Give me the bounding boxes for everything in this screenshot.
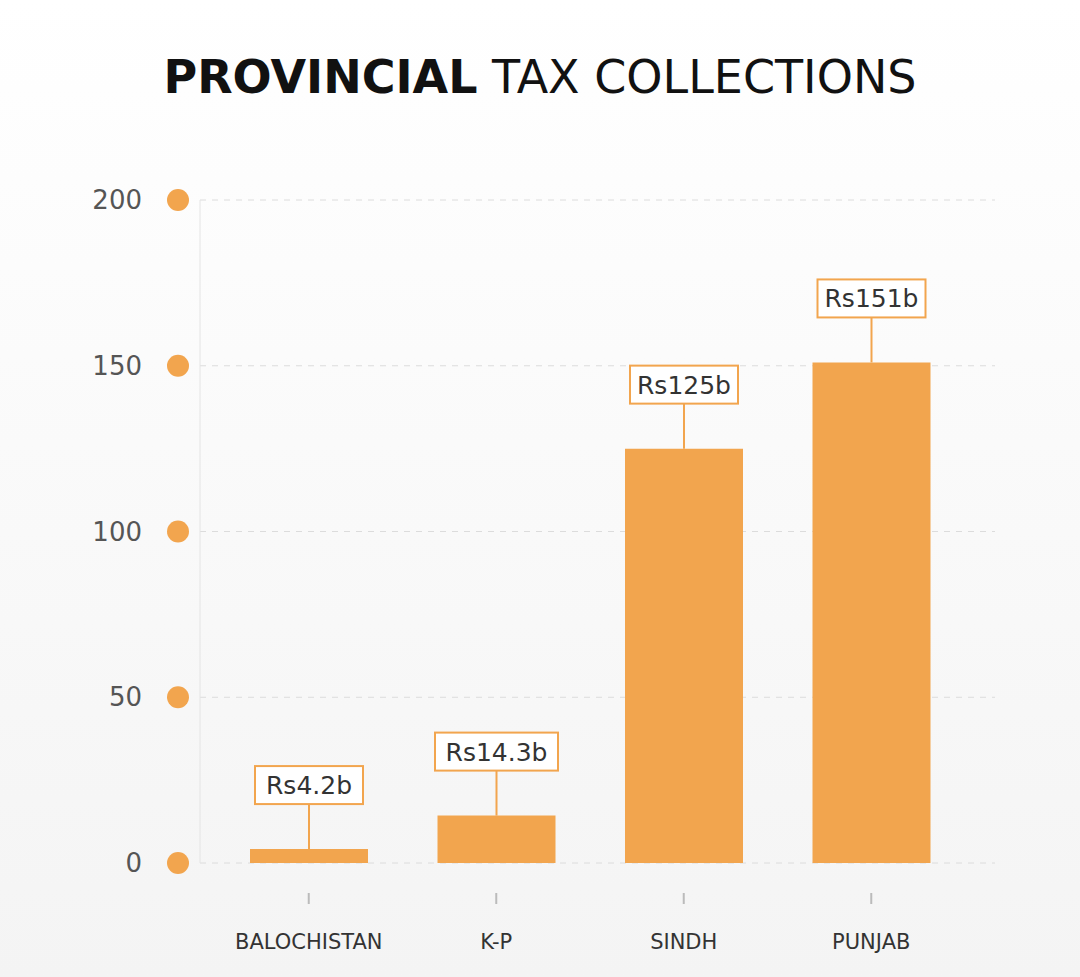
svg-text:Rs14.3b: Rs14.3b: [446, 738, 548, 767]
svg-text:100: 100: [92, 517, 142, 547]
svg-text:Rs125b: Rs125b: [637, 371, 731, 400]
svg-text:Rs4.2b: Rs4.2b: [266, 771, 352, 800]
svg-text:PUNJAB: PUNJAB: [832, 930, 910, 954]
svg-text:0: 0: [125, 848, 142, 878]
svg-text:SINDH: SINDH: [650, 930, 717, 954]
svg-text:K-P: K-P: [480, 930, 512, 954]
svg-text:50: 50: [109, 682, 142, 712]
svg-text:150: 150: [92, 351, 142, 381]
svg-text:200: 200: [92, 185, 142, 215]
html-text:PROVINCIAL TAX COLLECTIONS: PROVINCIAL TAX COLLECTIONS: [163, 50, 917, 104]
svg-text:Rs151b: Rs151b: [825, 284, 919, 313]
svg-text:BALOCHISTAN: BALOCHISTAN: [235, 930, 383, 954]
